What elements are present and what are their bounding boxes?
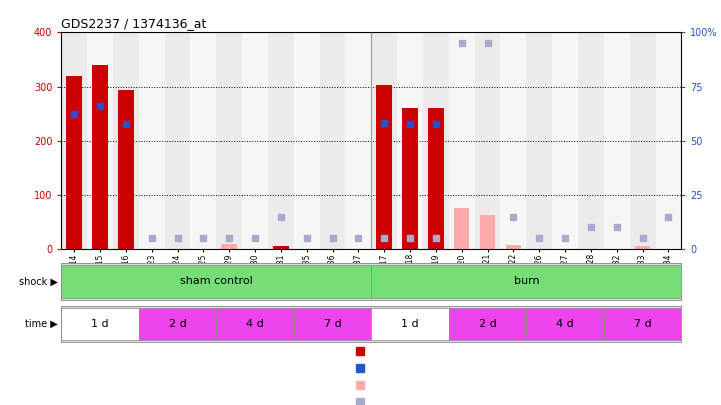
Bar — [376, 85, 392, 249]
Text: 1 d: 1 d — [402, 319, 419, 329]
Bar — [61, 265, 371, 298]
Text: time ▶: time ▶ — [25, 319, 58, 329]
Bar — [371, 32, 397, 249]
Text: 7 d: 7 d — [324, 319, 342, 329]
Bar — [164, 32, 190, 249]
Text: 2 d: 2 d — [169, 319, 187, 329]
Bar — [242, 32, 268, 249]
Bar — [293, 308, 371, 340]
Bar — [505, 245, 521, 249]
Text: 1 d: 1 d — [92, 319, 109, 329]
Bar — [138, 308, 216, 340]
Bar — [526, 308, 603, 340]
Bar — [216, 308, 293, 340]
Bar — [138, 32, 164, 249]
Bar — [448, 32, 474, 249]
Text: GDS2237 / 1374136_at: GDS2237 / 1374136_at — [61, 17, 207, 30]
Bar — [345, 32, 371, 249]
Bar — [216, 32, 242, 249]
Bar — [92, 65, 108, 249]
Bar — [268, 32, 293, 249]
Bar — [61, 308, 138, 340]
Text: 2 d: 2 d — [479, 319, 497, 329]
Bar — [479, 215, 495, 249]
Bar — [113, 32, 138, 249]
Text: sham control: sham control — [180, 277, 252, 286]
Text: 4 d: 4 d — [556, 319, 574, 329]
Bar — [87, 32, 113, 249]
Bar — [578, 32, 603, 249]
Bar — [397, 32, 423, 249]
Bar — [118, 90, 133, 249]
Text: shock ▶: shock ▶ — [19, 277, 58, 286]
Bar — [655, 32, 681, 249]
Bar — [61, 32, 87, 249]
Bar — [500, 32, 526, 249]
Bar — [448, 308, 526, 340]
Bar — [293, 32, 319, 249]
Bar — [603, 32, 629, 249]
Bar — [428, 108, 443, 249]
Bar — [603, 308, 681, 340]
Bar — [526, 32, 552, 249]
Bar — [66, 76, 82, 249]
Bar — [634, 246, 650, 249]
Bar — [423, 32, 448, 249]
Bar — [402, 108, 417, 249]
Bar — [629, 32, 655, 249]
Bar — [552, 32, 578, 249]
Bar — [319, 32, 345, 249]
Bar — [273, 246, 288, 249]
Bar — [371, 308, 448, 340]
Text: burn: burn — [513, 277, 539, 286]
Bar — [454, 209, 469, 249]
Bar — [371, 265, 681, 298]
Text: 4 d: 4 d — [246, 319, 264, 329]
Bar — [221, 244, 237, 249]
Text: 7 d: 7 d — [634, 319, 652, 329]
Bar — [474, 32, 500, 249]
Bar — [190, 32, 216, 249]
